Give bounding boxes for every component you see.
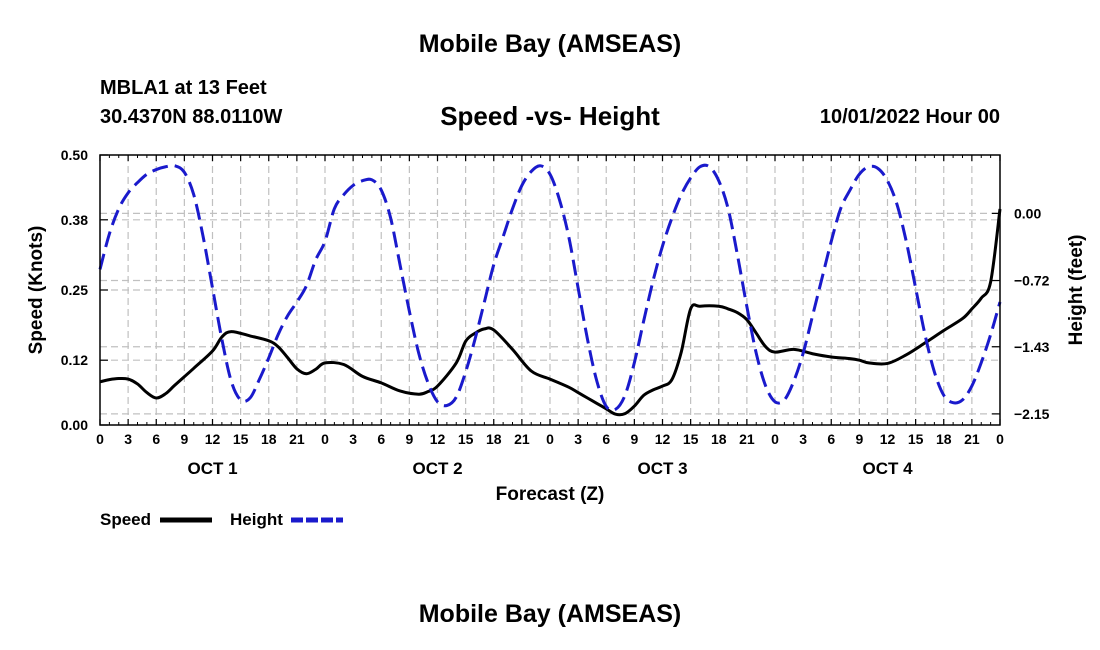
y-tick-label: 0.50 <box>61 147 88 163</box>
x-tick-label: 0 <box>546 431 554 447</box>
x-tick-label: 9 <box>630 431 638 447</box>
forecast-datetime: 10/01/2022 Hour 00 <box>819 106 1000 128</box>
x-tick-label: 9 <box>855 431 863 447</box>
x-tick-label: 9 <box>405 431 413 447</box>
x-tick-label: 6 <box>152 431 160 447</box>
y-tick-label: 0.38 <box>61 212 88 228</box>
x-tick-label: 12 <box>205 431 221 447</box>
y-axis-title: Speed (Knots) <box>26 226 47 355</box>
y-tick-label: 0.12 <box>61 352 88 368</box>
x-tick-label: 21 <box>289 431 305 447</box>
x-tick-label: 18 <box>261 431 277 447</box>
series-layer <box>98 163 1002 417</box>
x-tick-label: 6 <box>827 431 835 447</box>
y2-tick-label: −0.72 <box>1014 273 1050 289</box>
y-tick-label: 0.00 <box>61 417 88 433</box>
series-line-height <box>98 163 1002 412</box>
x-tick-label: 18 <box>711 431 727 447</box>
x-axis-title: Forecast (Z) <box>496 484 605 505</box>
x-tick-label: 0 <box>996 431 1004 447</box>
main-title: Mobile Bay (AMSEAS) <box>418 30 682 58</box>
y2-tick-label: −2.15 <box>1014 406 1050 422</box>
x-tick-label: 0 <box>321 431 329 447</box>
legend-label-height: Height <box>230 510 283 529</box>
y2-tick-label: 0.00 <box>1014 205 1041 221</box>
day-label: OCT 2 <box>412 459 462 478</box>
x-tick-label: 3 <box>124 431 132 447</box>
x-tick-label: 0 <box>96 431 104 447</box>
x-tick-label: 21 <box>964 431 980 447</box>
x-tick-label: 12 <box>880 431 896 447</box>
x-tick-label: 9 <box>180 431 188 447</box>
x-tick-label: 0 <box>771 431 779 447</box>
day-label: OCT 3 <box>637 459 687 478</box>
footer-title: Mobile Bay (AMSEAS) <box>418 600 682 628</box>
x-tick-label: 3 <box>349 431 357 447</box>
x-tick-label: 15 <box>908 431 924 447</box>
x-tick-label: 3 <box>799 431 807 447</box>
day-label: OCT 1 <box>187 459 237 478</box>
x-tick-label: 18 <box>486 431 502 447</box>
axis-layer: 0 3 6 9 12 15 18 21 0 3 6 9 12 15 18 21 0 3 6 9 12 15 18 21 0 3 6 9… <box>61 147 1050 478</box>
legend-label-speed: Speed <box>100 510 151 529</box>
x-tick-label: 21 <box>739 431 755 447</box>
station-coordinates: 30.4370N 88.0110W <box>100 106 283 128</box>
x-tick-label: 15 <box>683 431 699 447</box>
speed-height-chart: 0 3 6 9 12 15 18 21 0 3 6 9 12 15 18 21 0 3 6 9 12 15 18 21 0 3 6 9… <box>26 147 1087 529</box>
x-tick-label: 12 <box>430 431 446 447</box>
series-line-speed <box>99 208 1002 417</box>
y-tick-label: 0.25 <box>61 282 88 298</box>
x-tick-label: 12 <box>655 431 671 447</box>
x-tick-label: 3 <box>574 431 582 447</box>
chart-subtitle: Speed -vs- Height <box>440 101 660 131</box>
day-label: OCT 4 <box>862 459 913 478</box>
legend: Speed Height <box>100 510 343 529</box>
x-tick-label: 6 <box>377 431 385 447</box>
x-tick-label: 18 <box>936 431 952 447</box>
x-tick-label: 15 <box>458 431 474 447</box>
y2-axis-title: Height (feet) <box>1066 235 1087 346</box>
station-label: MBLA1 at 13 Feet <box>100 77 267 99</box>
y2-tick-label: −1.43 <box>1014 339 1050 355</box>
x-tick-label: 21 <box>514 431 530 447</box>
x-tick-label: 15 <box>233 431 249 447</box>
grid-layer <box>100 155 1000 425</box>
x-tick-label: 6 <box>602 431 610 447</box>
